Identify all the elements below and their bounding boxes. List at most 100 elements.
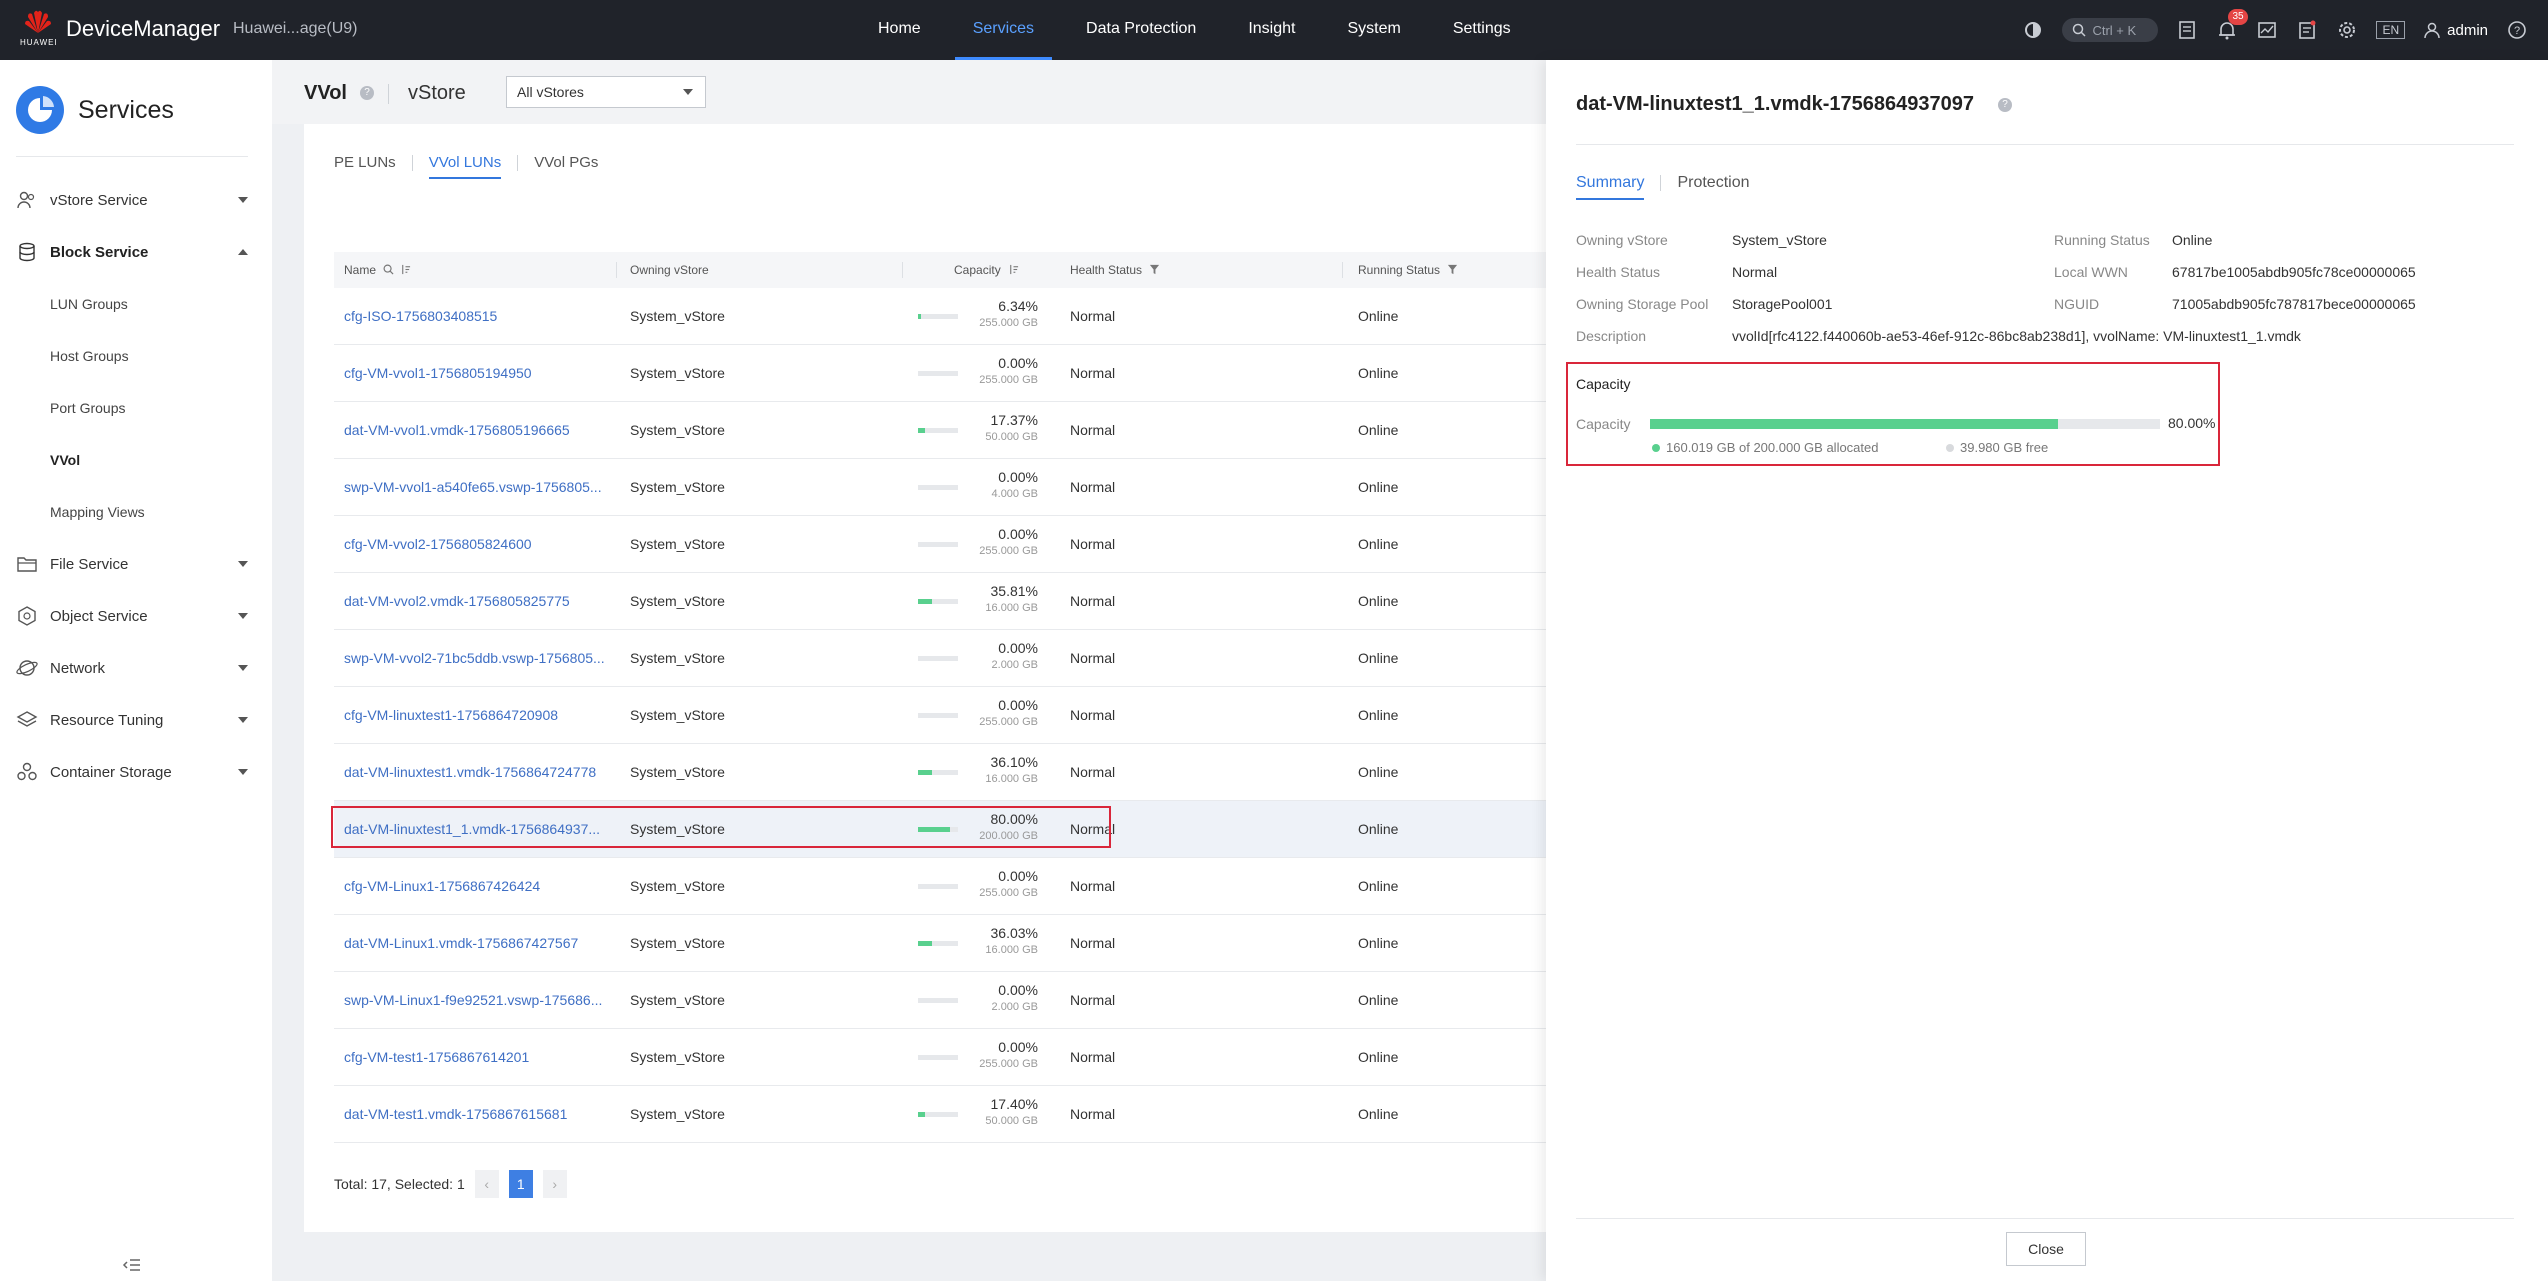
lun-name-link[interactable]: cfg-VM-Linux1-1756867426424 <box>344 878 541 894</box>
sort-icon[interactable] <box>1008 264 1019 275</box>
nav-insight[interactable]: Insight <box>1248 20 1296 37</box>
global-search[interactable]: Ctrl + K <box>2062 18 2159 42</box>
chevron-up-icon <box>238 249 248 255</box>
capacity-cell: 0.00% 2.000 GB <box>918 972 1038 1028</box>
table-row[interactable]: cfg-ISO-1756803408515 System_vStore 6.34% 2… <box>334 288 1548 345</box>
lun-name-link[interactable]: cfg-VM-vvol1-1756805194950 <box>344 365 532 381</box>
capacity-percent: 36.03% <box>990 925 1038 941</box>
table-row[interactable]: dat-VM-linuxtest1.vmdk-1756864724778 Syst… <box>334 744 1548 801</box>
gear-icon[interactable] <box>2336 19 2358 41</box>
tab-vvol-luns[interactable]: VVol LUNs <box>428 154 501 179</box>
close-button[interactable]: Close <box>2006 1232 2086 1266</box>
lun-name-link[interactable]: swp-VM-vvol2-71bc5ddb.vswp-1756805... <box>344 650 605 666</box>
language-switch[interactable]: EN <box>2376 21 2406 39</box>
tab-protection[interactable]: Protection <box>1677 174 1750 191</box>
task-center-icon[interactable] <box>2176 19 2198 41</box>
capacity-percent: 35.81% <box>990 583 1038 599</box>
filter-icon[interactable] <box>1149 264 1160 275</box>
sidebar-item-vstore-service[interactable]: vStore Service <box>16 182 248 218</box>
help-icon[interactable]: ? <box>1998 98 2012 112</box>
help-icon[interactable]: ? <box>360 86 374 100</box>
sidebar-item-mapping-views[interactable]: Mapping Views <box>50 504 145 520</box>
health-status-cell: Normal <box>1070 650 1116 666</box>
tab-pe-luns[interactable]: PE LUNs <box>334 154 396 171</box>
lun-name-link[interactable]: dat-VM-linuxtest1.vmdk-1756864724778 <box>344 764 597 780</box>
sidebar-item-host-groups[interactable]: Host Groups <box>50 348 129 364</box>
device-name[interactable]: Huawei...age(U9) <box>233 20 358 37</box>
table-row[interactable]: cfg-VM-linuxtest1-1756864720908 System_vS… <box>334 687 1548 744</box>
sidebar-item-network[interactable]: Network <box>16 650 248 686</box>
prev-page-button[interactable]: ‹ <box>474 1170 499 1198</box>
drawer-tabs: Summary Protection <box>1576 174 1750 200</box>
table-row[interactable]: dat-VM-test1.vmdk-1756867615681 System_vS… <box>334 1086 1548 1143</box>
capacity-mini-bar <box>918 713 958 718</box>
capacity-total: 255.000 GB <box>979 317 1038 329</box>
nav-services[interactable]: Services <box>954 0 1053 60</box>
huawei-logo: HUAWEI <box>20 9 57 49</box>
help-icon[interactable]: ? <box>2506 19 2528 41</box>
nav-system[interactable]: System <box>1347 20 1401 37</box>
column-running-status: Running Status <box>1358 252 1458 288</box>
event-log-icon[interactable] <box>2296 19 2318 41</box>
capacity-total: 2.000 GB <box>991 1001 1038 1013</box>
sidebar-item-lun-groups[interactable]: LUN Groups <box>50 296 128 312</box>
lun-name-link[interactable]: cfg-VM-linuxtest1-1756864720908 <box>344 707 559 723</box>
sidebar-item-file-service[interactable]: File Service <box>16 546 248 582</box>
table-row[interactable]: dat-VM-Linux1.vmdk-1756867427567 System_v… <box>334 915 1548 972</box>
lun-name-link[interactable]: dat-VM-vvol1.vmdk-1756805196665 <box>344 422 570 438</box>
nav-data-protection[interactable]: Data Protection <box>1086 20 1197 37</box>
lun-name-link[interactable]: dat-VM-test1.vmdk-1756867615681 <box>344 1106 568 1122</box>
table-row[interactable]: dat-VM-linuxtest1_1.vmdk-1756864937... Sy… <box>334 801 1548 858</box>
vstore-select[interactable]: All vStores <box>506 76 706 108</box>
theme-toggle-icon[interactable] <box>2022 19 2044 41</box>
table-row[interactable]: cfg-VM-vvol2-1756805824600 System_vStore 0… <box>334 516 1548 573</box>
nav-home[interactable]: Home <box>878 20 921 37</box>
lun-name-link[interactable]: cfg-VM-test1-1756867614201 <box>344 1049 530 1065</box>
capacity-total: 50.000 GB <box>985 431 1038 443</box>
lun-name-link[interactable]: dat-VM-vvol2.vmdk-1756805825775 <box>344 593 570 609</box>
sidebar-item-container-storage[interactable]: Container Storage <box>16 754 248 790</box>
capacity-cell: 80.00% 200.000 GB <box>918 801 1038 857</box>
table-row[interactable]: cfg-VM-Linux1-1756867426424 System_vStore… <box>334 858 1548 915</box>
tab-vvol-pgs[interactable]: VVol PGs <box>534 154 599 171</box>
table-row[interactable]: dat-VM-vvol2.vmdk-1756805825775 System_vS… <box>334 573 1548 630</box>
health-status-cell: Normal <box>1070 422 1116 438</box>
page-1-button[interactable]: 1 <box>508 1170 533 1198</box>
lun-name-link[interactable]: swp-VM-Linux1-f9e92521.vswp-175686... <box>344 992 603 1008</box>
sidebar-item-vvol[interactable]: VVol <box>50 452 81 468</box>
filter-icon[interactable] <box>1447 264 1458 275</box>
sidebar-item-resource-tuning[interactable]: Resource Tuning <box>16 702 248 738</box>
app-name: DeviceManager <box>66 16 221 41</box>
lun-name-link[interactable]: cfg-VM-vvol2-1756805824600 <box>344 536 532 552</box>
table-row[interactable]: swp-VM-vvol2-71bc5ddb.vswp-1756805... Sys… <box>334 630 1548 687</box>
lun-name-link[interactable]: cfg-ISO-1756803408515 <box>344 308 498 324</box>
lun-name-link[interactable]: dat-VM-Linux1.vmdk-1756867427567 <box>344 935 579 951</box>
tab-summary[interactable]: Summary <box>1576 174 1645 200</box>
lun-name-link[interactable]: swp-VM-vvol1-a540fe65.vswp-1756805... <box>344 479 602 495</box>
capacity-mini-bar <box>918 1112 958 1117</box>
alarm-bell-icon[interactable]: 35 <box>2216 9 2248 41</box>
collapse-sidebar-icon[interactable] <box>122 1257 142 1273</box>
table-row[interactable]: cfg-VM-vvol1-1756805194950 System_vStore 0… <box>334 345 1548 402</box>
lun-name-link[interactable]: dat-VM-linuxtest1_1.vmdk-1756864937... <box>344 821 601 837</box>
column-name: Name <box>344 252 411 288</box>
next-page-button[interactable]: › <box>542 1170 567 1198</box>
search-icon <box>2073 23 2086 37</box>
sort-icon[interactable] <box>400 264 411 275</box>
table-row[interactable]: dat-VM-vvol1.vmdk-1756805196665 System_vS… <box>334 402 1548 459</box>
table-row[interactable]: cfg-VM-test1-1756867614201 System_vStore 0… <box>334 1029 1548 1086</box>
vvol-lun-table: Name Owning vStore Capacity Health Statu… <box>334 252 1548 1143</box>
user-icon <box>2424 22 2440 39</box>
sidebar-item-object-service[interactable]: Object Service <box>16 598 248 634</box>
health-status-cell: Normal <box>1070 593 1116 609</box>
table-row[interactable]: swp-VM-vvol1-a540fe65.vswp-1756805... Sys… <box>334 459 1548 516</box>
sidebar-item-port-groups[interactable]: Port Groups <box>50 400 126 416</box>
running-status-cell: Online <box>1358 308 1399 324</box>
table-row[interactable]: swp-VM-Linux1-f9e92521.vswp-175686... Sys… <box>334 972 1548 1029</box>
nav-settings[interactable]: Settings <box>1452 20 1511 37</box>
sidebar-item-block-service[interactable]: Block Service <box>16 234 248 270</box>
search-icon[interactable] <box>383 264 394 275</box>
user-menu[interactable]: admin <box>2423 21 2488 39</box>
capacity-bar-fill <box>1650 419 2058 429</box>
monitor-chart-icon[interactable] <box>2256 19 2278 41</box>
